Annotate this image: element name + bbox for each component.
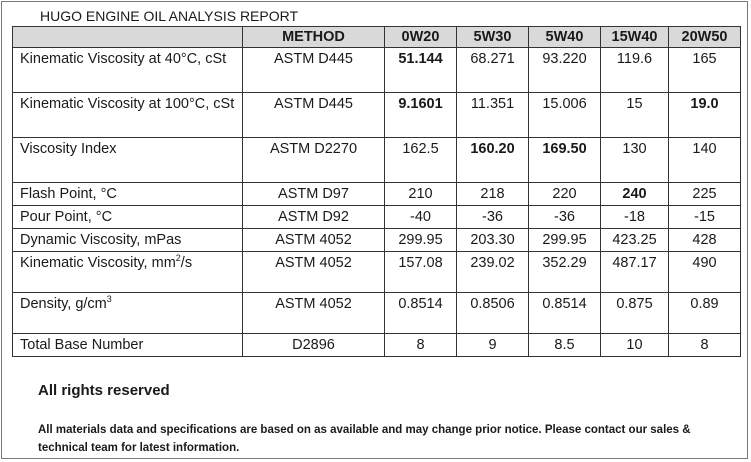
row-value: -36 bbox=[456, 205, 529, 229]
row-property-suffix: /s bbox=[180, 255, 193, 271]
table-row: Dynamic Viscosity, mPas ASTM 4052 299.95… bbox=[12, 228, 741, 252]
table-row: Kinematic Viscosity, mm2/s ASTM 4052 157… bbox=[12, 251, 741, 293]
row-value: 0.8514 bbox=[528, 292, 601, 334]
row-value: -36 bbox=[528, 205, 601, 229]
row-value: 218 bbox=[456, 182, 529, 206]
row-value: -15 bbox=[668, 205, 741, 229]
row-value: 487.17 bbox=[600, 251, 669, 293]
row-value: 225 bbox=[668, 182, 741, 206]
table-row: Kinematic Viscosity at 40°C, cSt ASTM D4… bbox=[12, 47, 741, 93]
row-property: Flash Point, °C bbox=[12, 182, 243, 206]
row-value: 239.02 bbox=[456, 251, 529, 293]
row-value: 68.271 bbox=[456, 47, 529, 93]
report-title: HUGO ENGINE OIL ANALYSIS REPORT bbox=[40, 8, 299, 24]
header-0w20: 0W20 bbox=[384, 26, 457, 48]
row-value: 8.5 bbox=[528, 333, 601, 357]
row-value: 19.0 bbox=[668, 92, 741, 138]
table-row: Pour Point, °C ASTM D92 -40 -36 -36 -18 … bbox=[12, 205, 741, 229]
header-20w50: 20W50 bbox=[668, 26, 741, 48]
row-value: 352.29 bbox=[528, 251, 601, 293]
row-property-superscript: 3 bbox=[106, 294, 112, 305]
row-value: 11.351 bbox=[456, 92, 529, 138]
row-value: 210 bbox=[384, 182, 457, 206]
row-method: ASTM 4052 bbox=[242, 228, 385, 252]
row-value: 9.1601 bbox=[384, 92, 457, 138]
row-value: 299.95 bbox=[384, 228, 457, 252]
rights-heading: All rights reserved bbox=[38, 382, 170, 399]
row-method: ASTM 4052 bbox=[242, 251, 385, 293]
row-value: 93.220 bbox=[528, 47, 601, 93]
row-value: 0.8514 bbox=[384, 292, 457, 334]
header-5w40: 5W40 bbox=[528, 26, 601, 48]
row-property: Kinematic Viscosity at 100°C, cSt bbox=[12, 92, 243, 138]
table-row: Kinematic Viscosity at 100°C, cSt ASTM D… bbox=[12, 92, 741, 138]
oil-analysis-table: METHOD 0W20 5W30 5W40 15W40 20W50 Kinema… bbox=[12, 26, 741, 357]
row-value: 119.6 bbox=[600, 47, 669, 93]
header-5w30: 5W30 bbox=[456, 26, 529, 48]
row-value: 0.875 bbox=[600, 292, 669, 334]
row-method: ASTM D92 bbox=[242, 205, 385, 229]
row-value: 0.89 bbox=[668, 292, 741, 334]
row-property-text: Density, g/cm bbox=[20, 296, 107, 312]
row-value: 15.006 bbox=[528, 92, 601, 138]
row-value: 9 bbox=[456, 333, 529, 357]
row-method: ASTM D97 bbox=[242, 182, 385, 206]
row-property: Pour Point, °C bbox=[12, 205, 243, 229]
row-value: 157.08 bbox=[384, 251, 457, 293]
row-value: 140 bbox=[668, 137, 741, 183]
header-15w40: 15W40 bbox=[600, 26, 669, 48]
table-row: Density, g/cm3 ASTM 4052 0.8514 0.8506 0… bbox=[12, 292, 741, 334]
table-row: Flash Point, °C ASTM D97 210 218 220 240… bbox=[12, 182, 741, 206]
header-property bbox=[12, 26, 243, 48]
row-method: ASTM 4052 bbox=[242, 292, 385, 334]
row-value: 15 bbox=[600, 92, 669, 138]
row-value: 162.5 bbox=[384, 137, 457, 183]
row-value: 240 bbox=[600, 182, 669, 206]
row-value: 423.25 bbox=[600, 228, 669, 252]
table-row: Viscosity Index ASTM D2270 162.5 160.20 … bbox=[12, 137, 741, 183]
row-value: 160.20 bbox=[456, 137, 529, 183]
row-method: ASTM D2270 bbox=[242, 137, 385, 183]
disclaimer-note: All materials data and specifications ar… bbox=[38, 424, 691, 454]
table-row: Total Base Number D2896 8 9 8.5 10 8 bbox=[12, 333, 741, 357]
row-method: ASTM D445 bbox=[242, 92, 385, 138]
row-property: Total Base Number bbox=[12, 333, 243, 357]
row-method: ASTM D445 bbox=[242, 47, 385, 93]
row-value: 220 bbox=[528, 182, 601, 206]
row-value: 299.95 bbox=[528, 228, 601, 252]
row-value: 490 bbox=[668, 251, 741, 293]
row-value: 165 bbox=[668, 47, 741, 93]
row-value: 130 bbox=[600, 137, 669, 183]
row-value: -40 bbox=[384, 205, 457, 229]
row-property: Dynamic Viscosity, mPas bbox=[12, 228, 243, 252]
row-value: 203.30 bbox=[456, 228, 529, 252]
row-method: D2896 bbox=[242, 333, 385, 357]
row-property: Kinematic Viscosity at 40°C, cSt bbox=[12, 47, 243, 93]
header-method: METHOD bbox=[242, 26, 385, 48]
row-value: -18 bbox=[600, 205, 669, 229]
row-property: Viscosity Index bbox=[12, 137, 243, 183]
row-property: Kinematic Viscosity, mm2/s bbox=[12, 251, 243, 293]
row-value: 10 bbox=[600, 333, 669, 357]
row-property: Density, g/cm3 bbox=[12, 292, 243, 334]
table-header-row: METHOD 0W20 5W30 5W40 15W40 20W50 bbox=[12, 26, 741, 48]
row-value: 0.8506 bbox=[456, 292, 529, 334]
row-value: 8 bbox=[668, 333, 741, 357]
row-value: 169.50 bbox=[528, 137, 601, 183]
row-property-superscript: 2 bbox=[175, 253, 181, 264]
row-value: 51.144 bbox=[384, 47, 457, 93]
row-property-text: Kinematic Viscosity, mm bbox=[20, 255, 176, 271]
row-value: 428 bbox=[668, 228, 741, 252]
row-value: 8 bbox=[384, 333, 457, 357]
